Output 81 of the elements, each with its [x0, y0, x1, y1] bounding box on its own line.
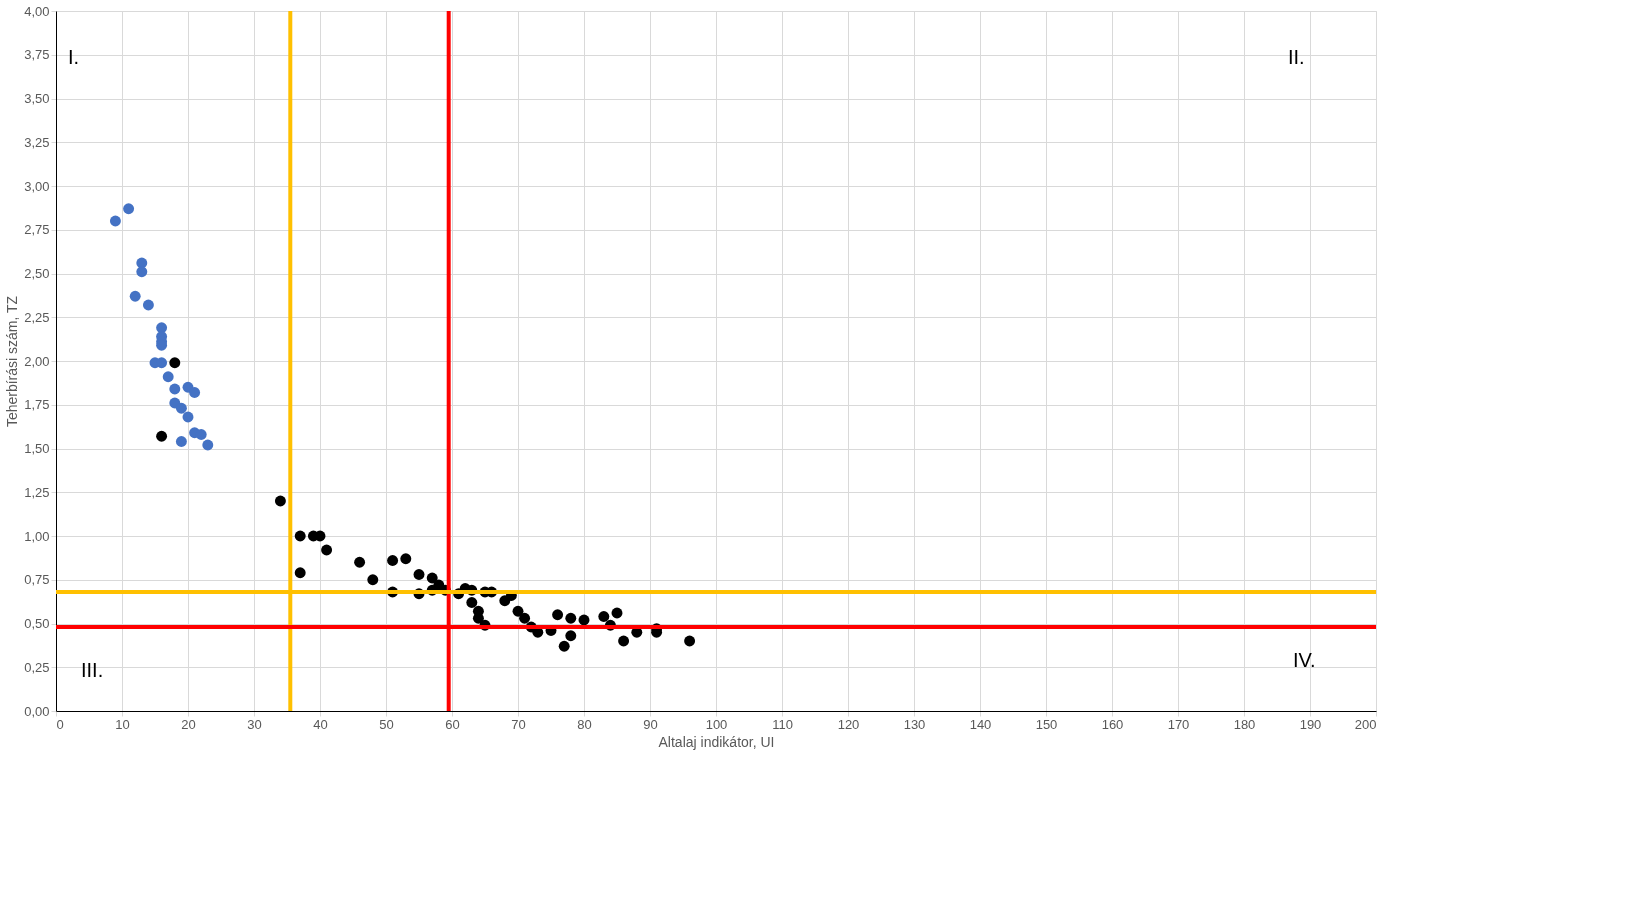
x-tick-label: 70 — [511, 716, 526, 732]
point — [195, 429, 207, 440]
point — [189, 387, 201, 398]
y-tick-label: 0,25 — [24, 659, 50, 675]
x-tick-label: 60 — [445, 716, 460, 732]
point — [142, 299, 154, 311]
x-tick-label: 30 — [247, 716, 262, 732]
y-tick-label: 3,50 — [24, 91, 50, 106]
y-tick-label: 1,75 — [24, 397, 50, 413]
x-tick-label: 90 — [643, 716, 658, 732]
x-tick-label: 170 — [1167, 716, 1190, 732]
point — [611, 607, 623, 619]
point — [565, 612, 577, 624]
x-tick-label: 50 — [379, 716, 394, 732]
point — [129, 290, 141, 302]
point — [387, 555, 399, 566]
point — [175, 436, 187, 447]
x-tick-label: 80 — [577, 716, 592, 732]
x-tick-label: 10 — [115, 716, 130, 732]
x-tick-label: 140 — [969, 716, 992, 732]
x-tick-label: 110 — [772, 716, 793, 732]
x-tick-label: 100 — [705, 716, 728, 732]
y-tick-label: 0,75 — [24, 572, 50, 588]
y-tick-label: 4,00 — [24, 3, 50, 19]
point — [321, 544, 333, 556]
y-tick-label: 3,25 — [24, 134, 50, 150]
x-axis-title: Altalaj indikátor, UI — [658, 733, 775, 750]
y-tick-label: 1,25 — [24, 484, 50, 500]
point — [162, 371, 174, 383]
y-tick-label: 2,25 — [24, 309, 50, 325]
annotation: I. — [68, 46, 80, 68]
point — [400, 553, 412, 565]
x-tick-label: 180 — [1233, 716, 1256, 732]
point — [598, 611, 610, 622]
annotation: IV. — [1293, 649, 1316, 671]
point — [552, 609, 564, 621]
point — [274, 495, 286, 507]
point — [294, 567, 306, 579]
point — [466, 597, 478, 608]
point — [426, 572, 438, 584]
x-tick-label: 160 — [1101, 716, 1124, 732]
y-tick-label: 0,50 — [24, 616, 50, 631]
y-tick-label: 2,75 — [24, 222, 50, 238]
x-tick-label: 120 — [837, 716, 860, 732]
point — [175, 402, 187, 414]
x-tick-label: 200 — [1354, 716, 1377, 732]
y-axis-title: Teherbírási szám, TZ — [4, 295, 21, 428]
point — [156, 430, 168, 442]
point — [565, 630, 577, 642]
point — [519, 612, 531, 624]
x-tick-label: 20 — [181, 716, 196, 732]
y-tick-label: 2,50 — [24, 266, 50, 281]
y-tick-label: 1,00 — [24, 528, 50, 544]
point — [136, 266, 148, 278]
point — [558, 640, 570, 652]
point — [512, 605, 524, 617]
point — [684, 635, 696, 647]
point — [413, 569, 425, 580]
point — [109, 215, 121, 227]
y-tick-label: 3,75 — [24, 47, 50, 63]
annotation: II. — [1288, 46, 1305, 68]
annotation: III. — [81, 659, 104, 681]
y-tick-label: 3,00 — [24, 178, 50, 194]
x-tick-label: 0 — [56, 716, 64, 732]
point — [123, 203, 135, 215]
point — [367, 574, 379, 586]
y-tick-label: 2,00 — [24, 353, 50, 369]
point — [169, 383, 181, 395]
point — [202, 439, 214, 451]
x-tick-label: 190 — [1299, 716, 1322, 732]
x-tick-label: 150 — [1035, 716, 1058, 732]
point — [618, 635, 630, 647]
point — [294, 530, 306, 542]
point — [354, 556, 366, 568]
y-tick-label: 0,00 — [24, 703, 50, 719]
y-tick-label: 1,50 — [24, 441, 50, 456]
point — [169, 357, 181, 369]
x-tick-label: 130 — [903, 716, 926, 732]
point — [578, 614, 590, 626]
x-tick-label: 40 — [313, 716, 328, 732]
point — [182, 411, 194, 423]
